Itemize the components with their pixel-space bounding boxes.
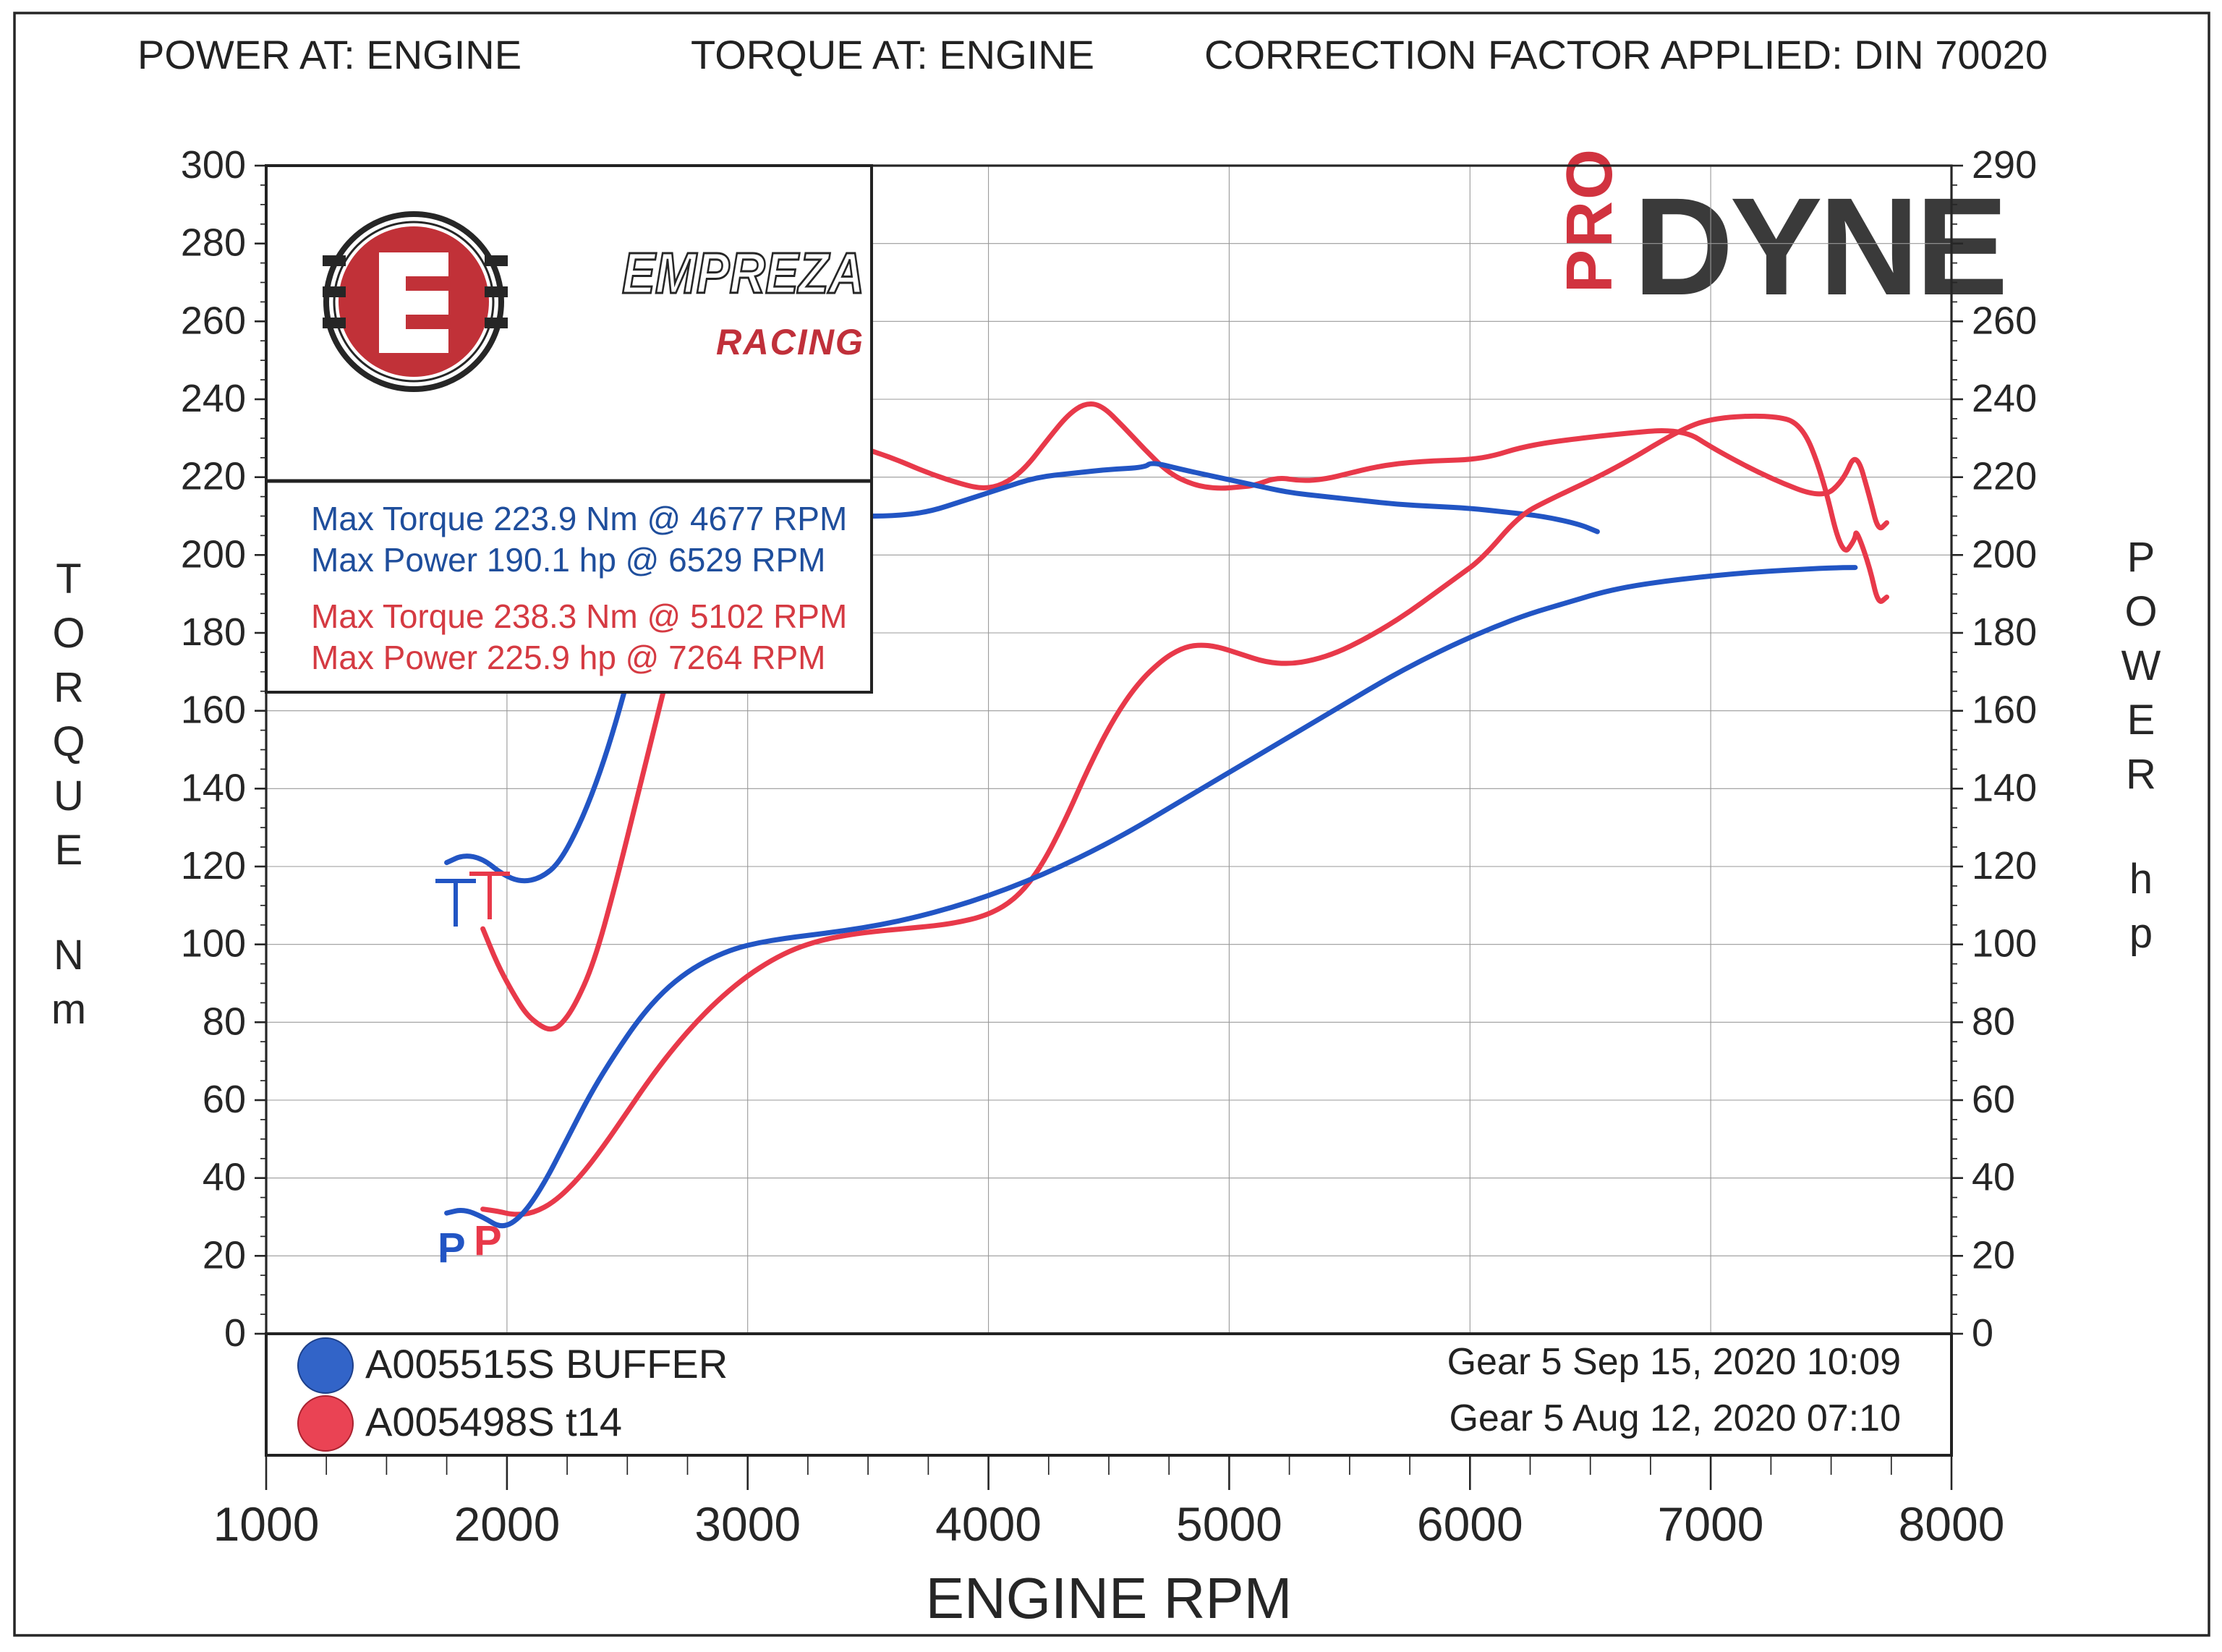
svg-text:180: 180 — [1972, 610, 2037, 654]
svg-text:240: 240 — [181, 377, 246, 420]
svg-text:180: 180 — [181, 610, 246, 654]
svg-text:ENGINE RPM: ENGINE RPM — [926, 1566, 1293, 1630]
svg-text:m: m — [51, 986, 86, 1033]
svg-text:P: P — [438, 1225, 466, 1272]
svg-text:O: O — [2124, 588, 2157, 635]
svg-text:5000: 5000 — [1176, 1497, 1282, 1551]
svg-text:Max Power 190.1 hp @ 6529 RPM: Max Power 190.1 hp @ 6529 RPM — [311, 541, 826, 579]
svg-text:PRO: PRO — [1554, 148, 1626, 293]
svg-text:EMPREZA: EMPREZA — [622, 241, 864, 305]
svg-text:E: E — [55, 827, 83, 874]
svg-text:280: 280 — [181, 221, 246, 265]
svg-text:60: 60 — [203, 1078, 246, 1121]
svg-text:7000: 7000 — [1658, 1497, 1764, 1551]
svg-text:8000: 8000 — [1899, 1497, 2005, 1551]
svg-text:TORQUE AT: ENGINE: TORQUE AT: ENGINE — [691, 32, 1094, 77]
svg-text:40: 40 — [203, 1156, 246, 1199]
svg-text:2000: 2000 — [454, 1497, 560, 1551]
svg-text:P: P — [474, 1217, 502, 1264]
svg-text:200: 200 — [181, 532, 246, 576]
svg-text:O: O — [52, 610, 85, 657]
svg-text:4000: 4000 — [935, 1497, 1042, 1551]
svg-text:300: 300 — [181, 143, 246, 187]
svg-text:160: 160 — [181, 689, 246, 732]
svg-text:100: 100 — [181, 922, 246, 966]
svg-text:140: 140 — [1972, 766, 2037, 809]
svg-text:POWER AT: ENGINE: POWER AT: ENGINE — [137, 32, 522, 77]
svg-text:1000: 1000 — [213, 1497, 320, 1551]
svg-text:80: 80 — [1972, 1000, 2015, 1043]
svg-text:290: 290 — [1972, 143, 2037, 187]
svg-text:p: p — [2129, 910, 2153, 957]
svg-text:Q: Q — [52, 718, 85, 765]
svg-text:6000: 6000 — [1417, 1497, 1523, 1551]
svg-text:80: 80 — [203, 1000, 246, 1043]
svg-text:0: 0 — [1972, 1311, 1993, 1355]
svg-text:100: 100 — [1972, 922, 2037, 966]
svg-text:E: E — [2127, 697, 2155, 744]
svg-text:120: 120 — [1972, 844, 2037, 887]
svg-text:W: W — [2121, 642, 2161, 689]
svg-text:20: 20 — [203, 1233, 246, 1277]
svg-text:220: 220 — [181, 455, 246, 498]
svg-text:R: R — [54, 664, 84, 711]
svg-text:260: 260 — [1972, 299, 2037, 342]
svg-text:Max Power 225.9 hp @ 7264 RPM: Max Power 225.9 hp @ 7264 RPM — [311, 639, 826, 676]
svg-text:A005498S t14: A005498S t14 — [365, 1399, 622, 1444]
svg-text:P: P — [2127, 534, 2155, 581]
svg-text:0: 0 — [224, 1311, 246, 1355]
svg-text:20: 20 — [1972, 1233, 2015, 1277]
svg-text:Max Torque 238.3 Nm @ 5102 RPM: Max Torque 238.3 Nm @ 5102 RPM — [311, 597, 847, 635]
svg-text:40: 40 — [1972, 1156, 2015, 1199]
svg-text:200: 200 — [1972, 532, 2037, 576]
svg-text:Gear 5 Aug 12, 2020 07:10: Gear 5 Aug 12, 2020 07:10 — [1449, 1397, 1901, 1439]
svg-text:220: 220 — [1972, 455, 2037, 498]
svg-text:DYNE: DYNE — [1633, 169, 2004, 324]
svg-text:240: 240 — [1972, 377, 2037, 420]
svg-text:R: R — [2126, 751, 2156, 798]
svg-text:140: 140 — [181, 766, 246, 809]
svg-text:Gear 5 Sep 15, 2020 10:09: Gear 5 Sep 15, 2020 10:09 — [1447, 1341, 1901, 1383]
svg-text:A005515S BUFFER: A005515S BUFFER — [365, 1341, 728, 1387]
svg-text:N: N — [54, 932, 84, 979]
svg-text:260: 260 — [181, 299, 246, 342]
svg-text:120: 120 — [181, 844, 246, 887]
svg-text:Max Torque 223.9 Nm @ 4677 RPM: Max Torque 223.9 Nm @ 4677 RPM — [311, 500, 847, 537]
svg-text:RACING: RACING — [716, 322, 864, 362]
svg-text:60: 60 — [1972, 1078, 2015, 1121]
svg-text:3000: 3000 — [694, 1497, 801, 1551]
svg-text:CORRECTION FACTOR APPLIED: DIN: CORRECTION FACTOR APPLIED: DIN 70020 — [1204, 32, 2048, 77]
svg-text:U: U — [54, 772, 84, 819]
svg-text:160: 160 — [1972, 689, 2037, 732]
svg-text:T: T — [56, 555, 81, 603]
svg-text:h: h — [2129, 856, 2153, 903]
